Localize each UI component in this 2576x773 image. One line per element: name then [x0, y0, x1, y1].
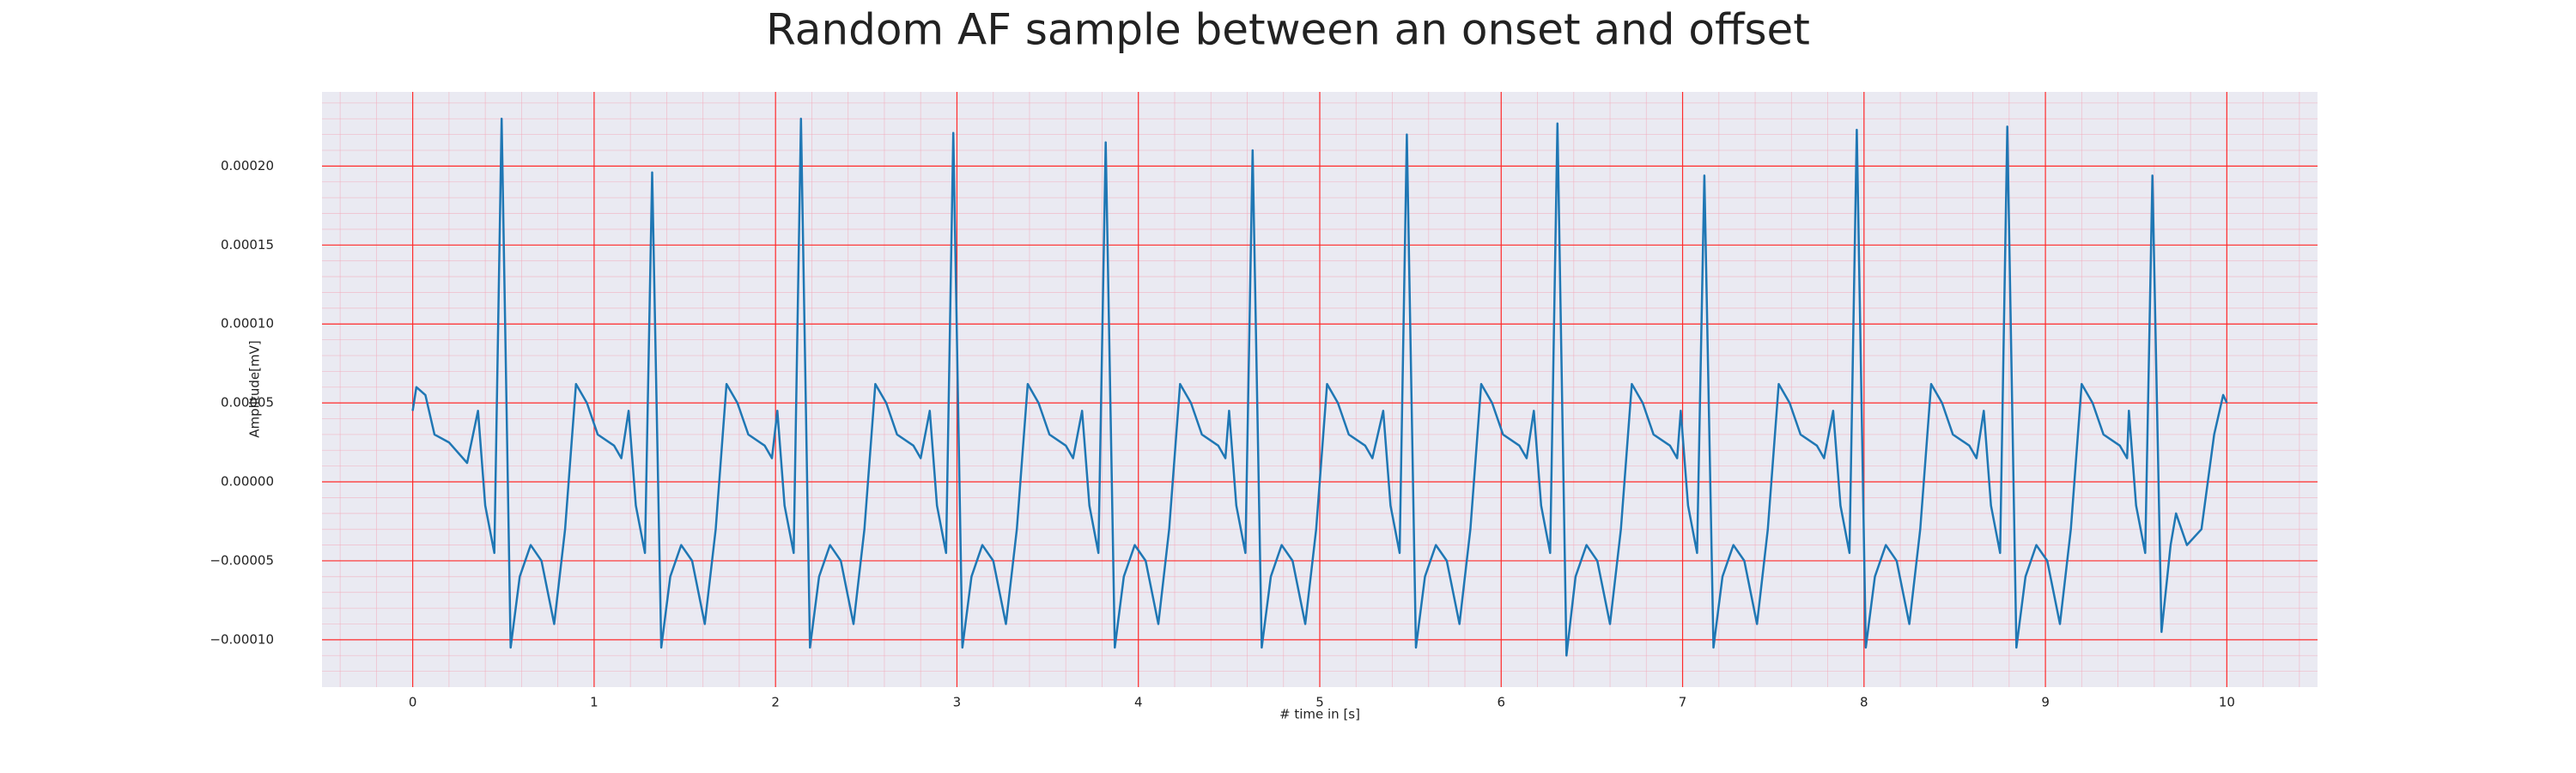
y-tick-label: 0.00020 [221, 158, 274, 173]
x-tick-label: 1 [590, 695, 598, 710]
y-tick-label: 0.00010 [221, 316, 274, 332]
x-tick-label: 0 [409, 695, 417, 710]
x-axis-label: # time in [s] [1279, 707, 1360, 722]
y-tick-label: 0.00005 [221, 395, 274, 411]
x-tick-label: 10 [2219, 695, 2235, 710]
x-tick-label: 3 [953, 695, 962, 710]
y-tick-label: −0.00005 [210, 552, 274, 568]
x-tick-label: 2 [771, 695, 780, 710]
signal-line [411, 117, 2228, 657]
chart-title: Random AF sample between an onset and of… [766, 5, 1810, 55]
x-tick-label: 4 [1134, 695, 1143, 710]
x-tick-label: 9 [2041, 695, 2050, 710]
y-tick-label: 0.00000 [221, 474, 274, 490]
y-axis-label: Amplitude[mV] [247, 340, 263, 437]
x-tick-label: 7 [1679, 695, 1687, 710]
x-tick-label: 6 [1497, 695, 1505, 710]
y-tick-label: 0.00015 [221, 237, 274, 253]
y-tick-label: −0.00010 [210, 631, 274, 647]
x-tick-label: 5 [1315, 695, 1324, 710]
x-tick-label: 8 [1860, 695, 1868, 710]
